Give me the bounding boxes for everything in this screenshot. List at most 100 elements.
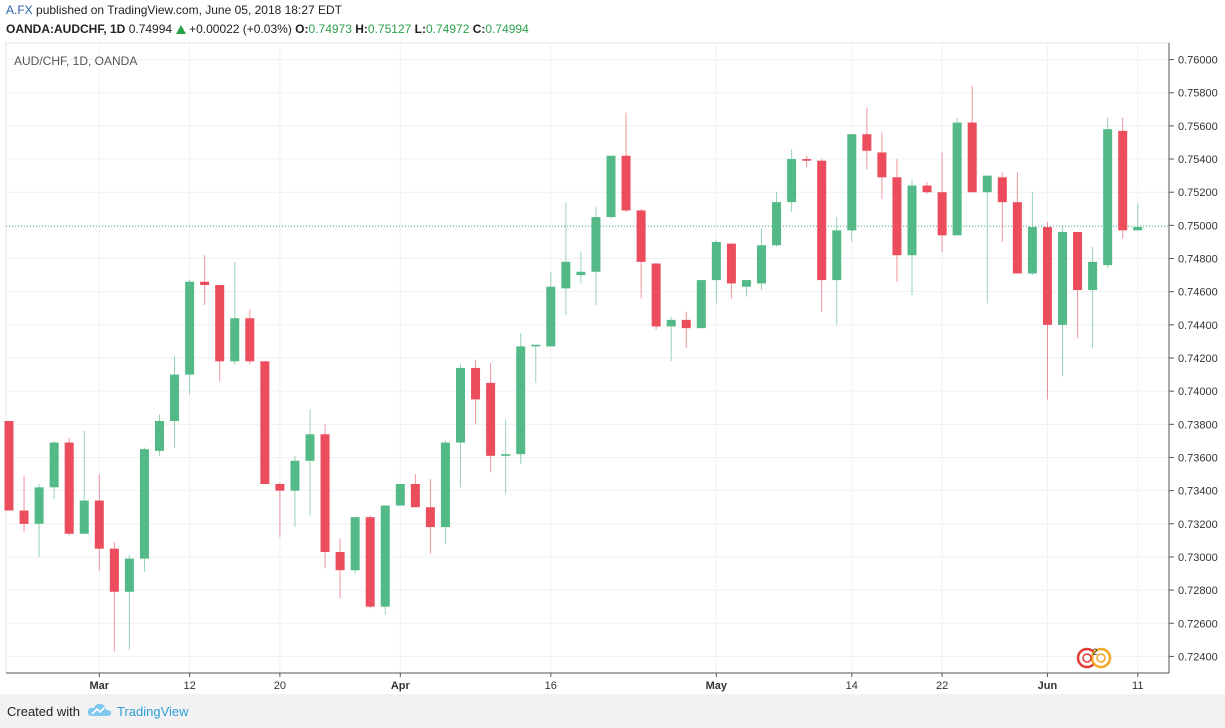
candle (1133, 203, 1143, 231)
candle (1012, 172, 1022, 274)
candle-body (395, 484, 405, 506)
candle-body (576, 271, 586, 276)
y-tick-label: 0.75000 (1178, 220, 1218, 232)
candle-body (666, 319, 676, 327)
x-tick-label: 22 (936, 680, 948, 692)
candle-body (486, 382, 496, 456)
candle-body (230, 318, 240, 362)
candlestick-chart[interactable]: 0.76000 0.75800 0.75600 0.75400 0.75200 0.750… (0, 42, 1225, 694)
candle (862, 107, 872, 169)
candle (606, 155, 616, 219)
candle (260, 361, 270, 484)
candle (1103, 117, 1113, 269)
candle (185, 280, 195, 395)
candle (997, 172, 1007, 242)
candle (335, 538, 345, 599)
y-tick-label: 0.73000 (1178, 552, 1218, 564)
candle (49, 440, 59, 499)
candle (425, 479, 435, 554)
high-value: 0.75127 (367, 22, 412, 36)
y-tick-label: 0.75600 (1178, 121, 1218, 133)
candle-body (922, 185, 932, 193)
candle-body (109, 548, 119, 592)
candle-body (516, 346, 526, 455)
candle-body (1133, 227, 1143, 231)
candle (726, 243, 736, 299)
up-arrow-icon (176, 25, 187, 34)
candle (1042, 222, 1052, 400)
candle (139, 447, 149, 572)
y-tick-label: 0.74600 (1178, 287, 1218, 299)
candle-body (1103, 129, 1113, 266)
open-label: O: (295, 22, 309, 36)
candle (124, 555, 134, 650)
y-tick-label: 0.75400 (1178, 154, 1218, 166)
y-tick-label: 0.72600 (1178, 618, 1218, 630)
candle-body (94, 500, 104, 549)
symbol-label: OANDA:AUDCHF, 1D (6, 22, 126, 36)
candle (440, 440, 450, 544)
candle-body (772, 202, 782, 246)
candle (109, 542, 119, 652)
candle (892, 159, 902, 282)
candle-body (561, 261, 571, 289)
candle (817, 159, 827, 312)
candle (576, 251, 586, 284)
candle (757, 228, 766, 291)
y-tick-label: 0.76000 (1178, 55, 1218, 67)
candle (486, 362, 496, 473)
candle-body (64, 442, 74, 534)
author-link[interactable]: A.FX (6, 3, 33, 17)
candle (1088, 246, 1098, 349)
candle (1058, 225, 1067, 377)
candle-body (967, 122, 977, 193)
y-tick-label: 0.72400 (1178, 651, 1218, 663)
close-label: C: (472, 22, 486, 36)
footer-bar: Created with TradingView (0, 694, 1225, 728)
candle-body (4, 421, 14, 511)
candle (516, 333, 526, 465)
candle (501, 419, 511, 494)
candle (952, 117, 962, 236)
candle-body (170, 374, 180, 421)
candle (546, 271, 556, 347)
x-tick-label: Jun (1038, 680, 1058, 692)
candle (170, 356, 180, 448)
candle (230, 261, 240, 365)
time-axis-labels: Mar 12 20 Apr 16 May 14 22 Jun 11 (90, 673, 1143, 692)
y-tick-label: 0.74400 (1178, 320, 1218, 332)
candle (591, 207, 601, 305)
candle-body (546, 286, 556, 347)
candle-body (410, 484, 420, 508)
candle-body (471, 367, 481, 400)
cycle-marker-icon[interactable]: 2 (1075, 646, 1115, 670)
candle (967, 86, 977, 193)
candle-body (847, 134, 857, 231)
price-change: +0.00022 (+0.03%) (189, 22, 292, 36)
candle-body (982, 175, 992, 193)
candle-body (952, 122, 962, 236)
high-label: H: (355, 22, 368, 36)
grid-lines (6, 43, 1169, 673)
y-tick-label: 0.75200 (1178, 187, 1218, 199)
candle (666, 316, 676, 362)
candle-body (305, 434, 315, 461)
candle-body (937, 192, 947, 236)
candle-body (621, 155, 631, 211)
candle-body (19, 510, 29, 524)
candle-body (802, 159, 812, 161)
candle (651, 263, 661, 330)
candle (877, 132, 887, 199)
tradingview-cloud-icon[interactable] (87, 702, 113, 718)
candle-body (741, 280, 751, 287)
tradingview-link[interactable]: TradingView (117, 704, 189, 719)
candle-body (275, 484, 285, 491)
candle-body (606, 155, 616, 218)
candle (621, 112, 631, 213)
close-value: 0.74994 (485, 22, 529, 36)
x-tick-label: 16 (545, 680, 557, 692)
candle-body (636, 210, 646, 262)
candle-body (245, 318, 255, 362)
created-with-text: Created with (7, 704, 80, 719)
candle (34, 484, 44, 557)
